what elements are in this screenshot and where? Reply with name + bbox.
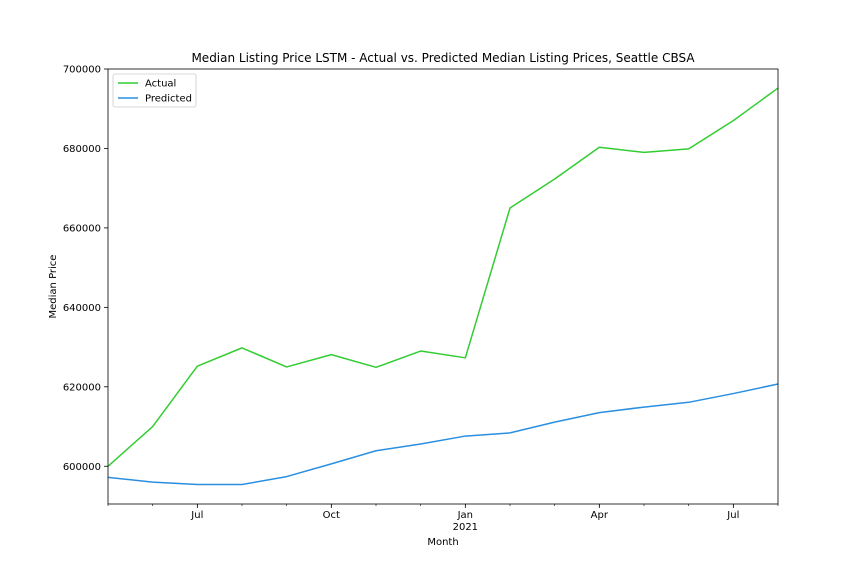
- y-axis: 600000 620000 640000 660000 680000 700000: [63, 65, 108, 473]
- x-tick-year-label: 2021: [453, 522, 478, 533]
- legend-label-actual: Actual: [145, 79, 176, 90]
- legend-label-predicted: Predicted: [145, 94, 192, 105]
- plot-frame: [107, 68, 779, 505]
- x-tick-label: Apr: [591, 510, 609, 521]
- y-tick-label: 640000: [63, 303, 101, 314]
- chart-title: Median Listing Price LSTM - Actual vs. P…: [191, 51, 695, 65]
- x-tick-label: Jul: [726, 510, 739, 521]
- y-tick-label: 680000: [63, 144, 101, 155]
- legend: Actual Predicted: [112, 73, 197, 108]
- y-tick-label: 600000: [63, 462, 101, 473]
- series-line-actual: [107, 87, 779, 467]
- x-tick-label: Jul: [190, 510, 203, 521]
- series-line-predicted: [107, 383, 779, 486]
- x-axis-label: Month: [427, 537, 458, 548]
- y-axis-label: Median Price: [48, 255, 59, 319]
- plot-area: [107, 68, 779, 505]
- x-tick-label: Jan: [457, 510, 473, 521]
- y-tick-label: 660000: [63, 223, 101, 234]
- y-tick-label: 620000: [63, 382, 101, 393]
- y-tick-label: 700000: [63, 65, 101, 76]
- x-tick-label: Oct: [323, 510, 340, 521]
